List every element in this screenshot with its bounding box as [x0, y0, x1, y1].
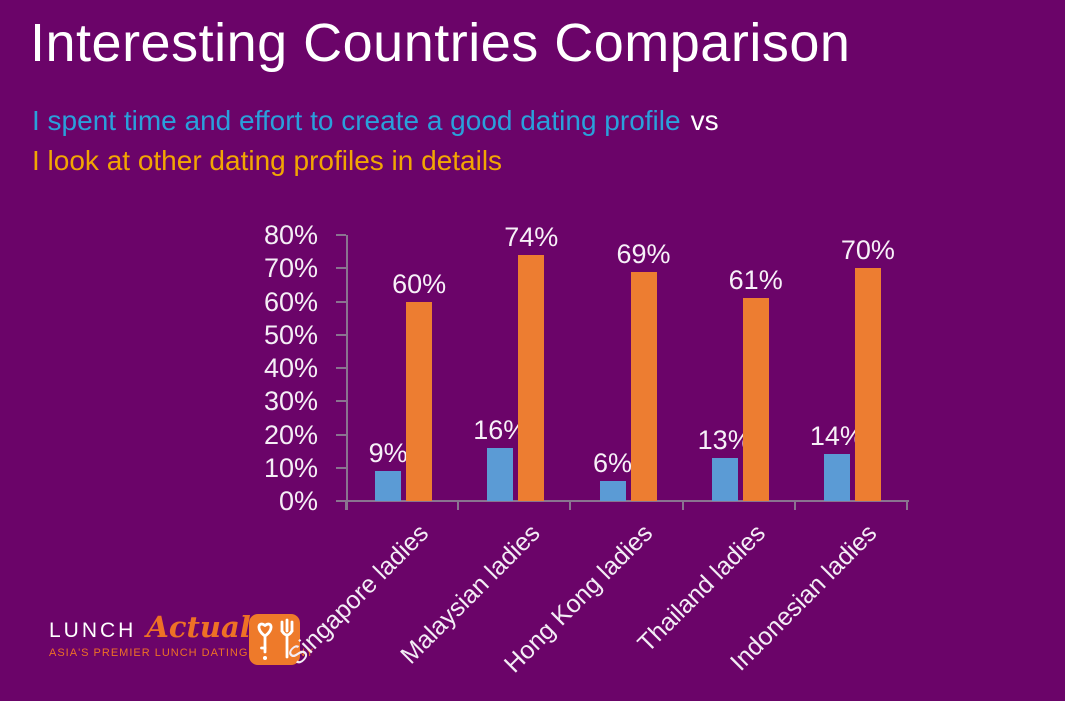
y-axis-tick-label: 10% [263, 452, 318, 483]
bar-1-4 [854, 268, 881, 501]
y-axis-tick-label: 0% [278, 486, 318, 516]
bar-0-2 [599, 481, 626, 501]
y-axis-tick-label: 50% [263, 319, 318, 350]
bar-value-label-0-2: 6% [592, 448, 633, 479]
x-axis-tick [681, 501, 684, 510]
bar-1-2 [630, 271, 657, 501]
subtitle-blue-statement: I spent time and effort to create a good… [32, 105, 681, 136]
bar-value-label-1-4: 70% [840, 235, 895, 266]
bar-value-label-0-0: 9% [368, 438, 408, 469]
bar-1-3 [742, 298, 769, 501]
x-axis-tick [457, 501, 460, 510]
bar-0-1 [487, 447, 514, 501]
y-axis-tick-label: 20% [263, 419, 318, 450]
logo-brand-primary: LUNCH [49, 619, 137, 642]
x-axis-tick [569, 501, 572, 510]
y-axis-tick [336, 500, 346, 502]
bar-1-0 [406, 301, 433, 501]
heart-key-and-fork-glyph [257, 618, 294, 660]
y-axis-tick [336, 300, 346, 303]
bar-0-4 [823, 454, 850, 501]
bar-value-label-1-0: 60% [392, 268, 447, 299]
bar-value-label-1-1: 74% [504, 221, 559, 252]
y-axis-tick-label: 70% [263, 253, 318, 284]
slide-title: Interesting Countries Comparison [30, 13, 851, 73]
bar-value-label-1-3: 61% [728, 265, 783, 296]
x-axis-tick [793, 501, 796, 510]
heart-key-and-fork-icon [249, 614, 300, 665]
y-axis-line [346, 235, 348, 510]
subtitle-line-2: I look at other dating profiles in detai… [32, 141, 719, 181]
y-axis-tick-label: 30% [263, 386, 318, 417]
subtitle-line-1: I spent time and effort to create a good… [32, 101, 719, 141]
subtitle-orange-statement: I look at other dating profiles in detai… [32, 145, 503, 176]
bar-1-1 [518, 254, 545, 501]
bar-value-label-1-2: 69% [616, 238, 671, 269]
y-axis-tick-label: 80% [263, 220, 318, 250]
y-axis-tick-label: 60% [263, 286, 318, 317]
y-axis-tick-label: 40% [263, 353, 318, 383]
x-axis-tick [906, 501, 908, 510]
slide-subtitle: I spent time and effort to create a good… [32, 101, 719, 181]
y-axis-tick [336, 333, 346, 336]
y-axis-tick [336, 234, 346, 236]
y-axis-tick [336, 433, 346, 436]
x-axis-line [346, 500, 909, 502]
bar-0-3 [711, 457, 738, 501]
y-axis-tick [336, 367, 346, 369]
y-axis-tick [336, 267, 346, 270]
bar-0-0 [375, 471, 402, 501]
y-axis-tick [336, 400, 346, 403]
x-axis-tick [345, 501, 347, 510]
subtitle-vs-label: vs [690, 105, 719, 136]
logo-tagline: ASIA'S PREMIER LUNCH DATING COMPANY [49, 647, 315, 659]
y-axis-tick [336, 466, 346, 469]
